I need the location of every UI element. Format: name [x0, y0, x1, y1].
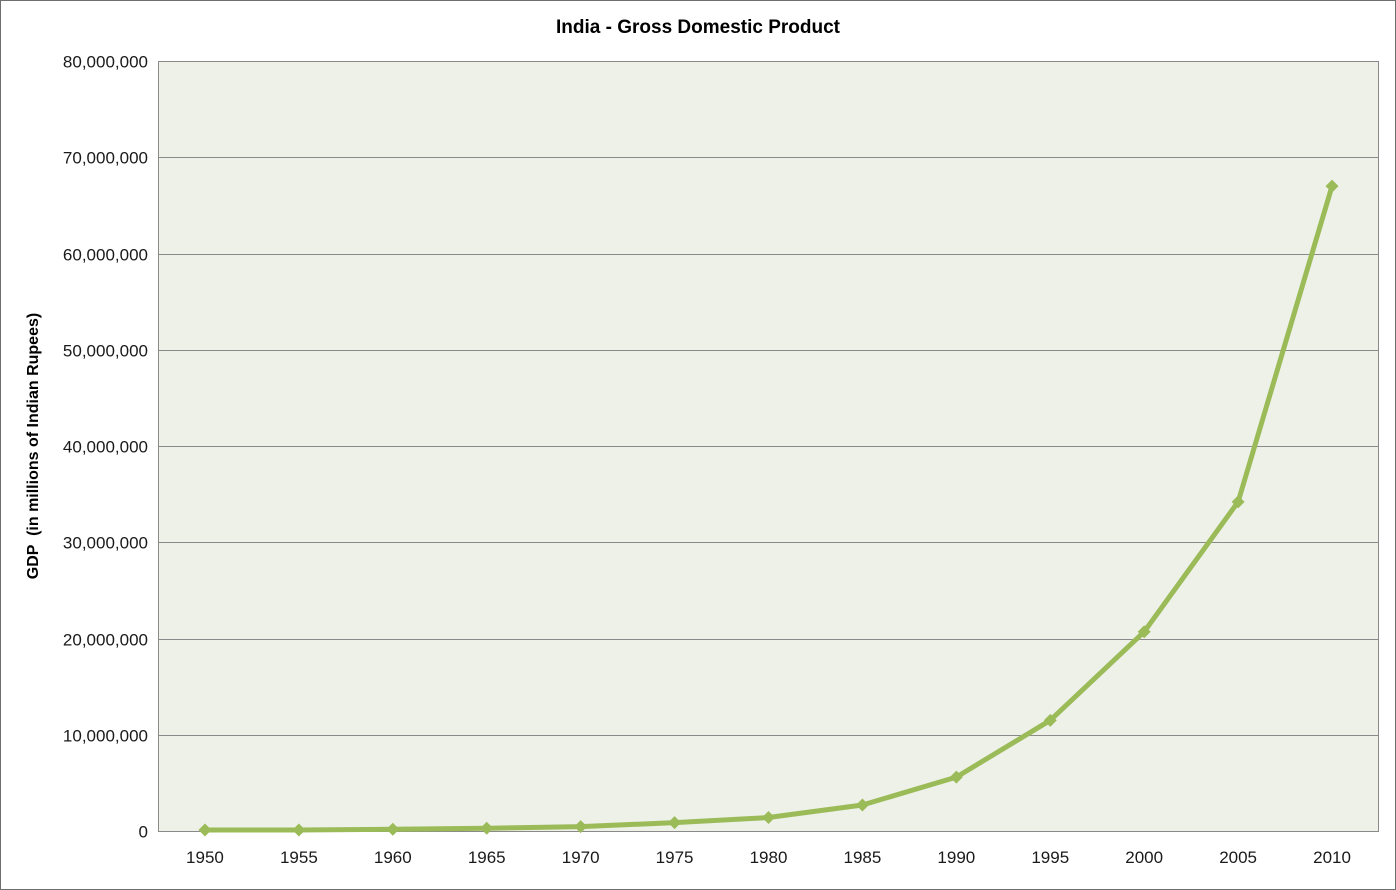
data-point-marker [480, 821, 494, 835]
data-point-marker [292, 823, 306, 837]
data-point-marker [386, 822, 400, 836]
data-point-marker [198, 823, 212, 837]
y-tick-label: 30,000,000 [63, 533, 148, 552]
y-tick-label: 50,000,000 [63, 341, 148, 360]
data-point-marker [762, 811, 775, 825]
data-point-marker [574, 820, 588, 834]
x-tick-label: 1955 [280, 848, 318, 867]
x-tick-label: 1995 [1031, 848, 1069, 867]
x-tick-label: 1960 [374, 848, 412, 867]
x-tick-label: 2000 [1125, 848, 1163, 867]
chart-title: India - Gross Domestic Product [556, 17, 840, 38]
y-tick-label: 60,000,000 [63, 245, 148, 264]
data-point-marker [1325, 179, 1339, 193]
x-tick-label: 2005 [1219, 848, 1257, 867]
x-tick-label: 1975 [656, 848, 694, 867]
x-tick-label: 1980 [750, 848, 788, 867]
x-tick-label: 1990 [937, 848, 975, 867]
data-point-marker [855, 798, 869, 812]
y-tick-label: 0 [139, 822, 148, 841]
x-tick-label: 1965 [468, 848, 506, 867]
data-point-marker [1043, 713, 1057, 727]
y-tick-label: 40,000,000 [63, 437, 148, 456]
data-point-marker [1137, 625, 1151, 639]
x-tick-label: 1950 [186, 848, 224, 867]
x-tick-label: 1985 [844, 848, 882, 867]
y-tick-label: 80,000,000 [63, 52, 148, 71]
data-point-marker [1231, 495, 1245, 509]
y-tick-label: 70,000,000 [63, 148, 148, 167]
data-point-marker [668, 816, 682, 830]
y-tick-label: 10,000,000 [63, 726, 148, 745]
x-tick-label: 1970 [562, 848, 600, 867]
x-tick-label: 2010 [1313, 848, 1351, 867]
data-point-marker [949, 770, 963, 784]
y-tick-label: 20,000,000 [63, 630, 148, 649]
